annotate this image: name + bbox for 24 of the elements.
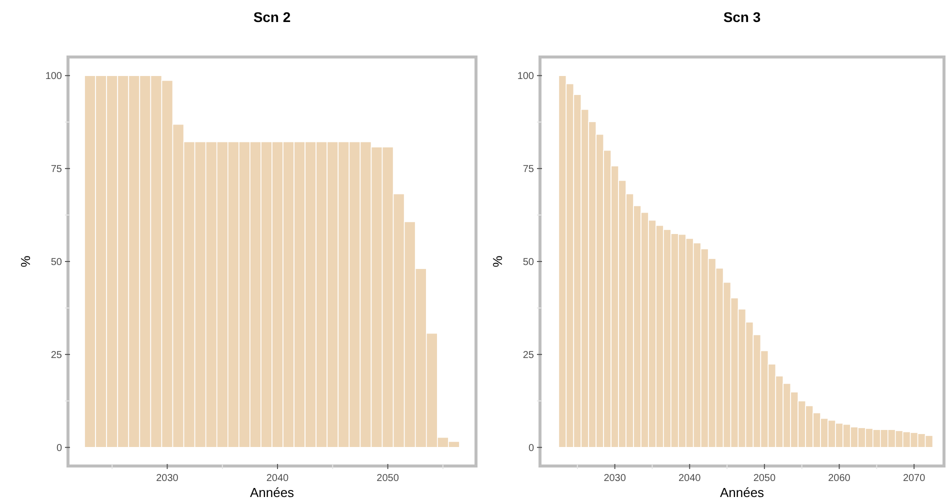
y-axis-title: %	[490, 255, 505, 268]
y-tick-label: 50	[522, 257, 534, 268]
x-tick-label: 2060	[828, 473, 851, 484]
x-tick-label: 2070	[902, 473, 926, 484]
x-tick-label: 2040	[266, 473, 290, 484]
y-tick-label: 25	[522, 350, 534, 361]
y-tick-label: 100	[45, 71, 62, 82]
x-tick-label: 2030	[604, 473, 626, 484]
x-axis-title: Années	[720, 485, 765, 500]
x-tick-label: 2040	[678, 473, 702, 484]
y-tick-label: 100	[517, 71, 534, 82]
y-tick-label: 0	[56, 442, 62, 454]
chart-title: Scn 2	[253, 9, 291, 25]
x-tick-label: 2030	[156, 473, 179, 484]
y-tick-label: 25	[50, 350, 62, 361]
y-tick-label: 75	[50, 164, 62, 176]
y-tick-label: 0	[528, 442, 534, 454]
x-tick-label: 2050	[376, 473, 400, 484]
y-tick-label: 50	[50, 257, 62, 268]
x-axis-title: Années	[250, 485, 295, 500]
y-tick-label: 75	[522, 164, 534, 176]
y-axis-title: %	[18, 255, 33, 268]
x-tick-label: 2050	[753, 473, 776, 484]
chart-title: Scn 3	[723, 9, 761, 25]
